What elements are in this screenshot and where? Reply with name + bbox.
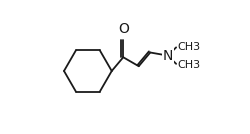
Text: CH3: CH3 xyxy=(178,42,201,52)
Text: N: N xyxy=(163,49,173,63)
Text: CH3: CH3 xyxy=(178,59,201,70)
Text: O: O xyxy=(118,22,129,36)
